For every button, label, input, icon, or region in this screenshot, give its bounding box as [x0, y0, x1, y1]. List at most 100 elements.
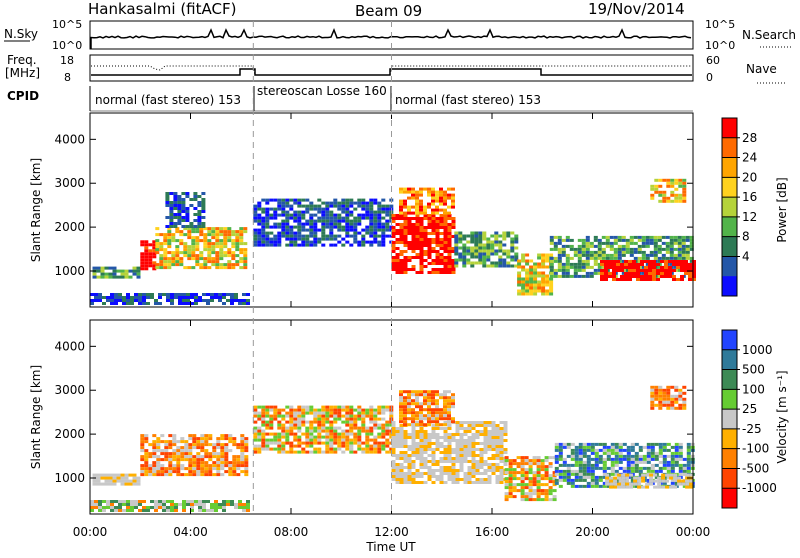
velocity-cell: [253, 438, 258, 442]
velocity-cell: [168, 470, 173, 474]
power-cell: [235, 263, 240, 267]
power-cell: [502, 252, 507, 256]
velocity-cell: [625, 479, 630, 483]
velocity-cell: [349, 429, 354, 433]
velocity-cell: [172, 464, 177, 468]
velocity-cell: [104, 482, 109, 486]
power-cell: [186, 299, 190, 302]
velocity-cell: [682, 391, 687, 395]
velocity-cell: [341, 444, 346, 448]
power-cell: [447, 268, 452, 271]
power-cell: [353, 216, 358, 220]
velocity-cell: [188, 446, 193, 450]
power-cell: [604, 269, 608, 272]
power-cell: [199, 227, 204, 231]
power-cell: [673, 241, 678, 245]
velocity-cell: [345, 405, 350, 409]
power-cell: [427, 226, 432, 229]
velocity-cell: [208, 470, 213, 474]
velocity-cell: [516, 483, 521, 487]
power-cell: [609, 253, 614, 257]
velocity-cell: [357, 432, 362, 436]
power-cell: [431, 238, 436, 241]
power-cell: [377, 219, 382, 223]
velocity-cell: [160, 473, 165, 477]
velocity-cell: [686, 454, 691, 458]
power-cell: [313, 213, 318, 217]
power-cell: [179, 263, 184, 267]
power-cell: [365, 231, 370, 235]
nave-label: Nave: [746, 62, 777, 76]
velocity-cell: [552, 480, 557, 484]
velocity-cell: [471, 424, 476, 427]
power-cell: [557, 259, 562, 263]
velocity-cell: [224, 455, 229, 459]
velocity-cell: [562, 463, 567, 467]
velocity-cell: [188, 464, 193, 468]
velocity-cell: [475, 472, 480, 475]
power-cell: [494, 234, 499, 238]
velocity-cell: [455, 445, 460, 448]
velocity-cell: [297, 417, 302, 421]
velocity-cell: [170, 506, 174, 509]
velocity-cell: [590, 451, 595, 455]
power-cell: [155, 245, 160, 249]
velocity-cell: [558, 475, 563, 479]
velocity-cell: [451, 436, 456, 439]
power-cell: [439, 262, 444, 265]
power-cell: [345, 228, 350, 232]
power-cell: [403, 271, 408, 274]
velocity-cell: [192, 434, 197, 438]
power-cell: [246, 302, 250, 305]
power-cell: [215, 251, 220, 255]
velocity-cell: [566, 442, 571, 446]
power-cell: [482, 234, 487, 238]
power-cell: [585, 235, 590, 239]
power-cell: [206, 293, 210, 296]
velocity-cell: [467, 451, 472, 454]
velocity-cell: [244, 446, 249, 450]
power-cell: [617, 247, 622, 251]
power-cell: [529, 292, 534, 296]
power-y-tick-label: 1000: [54, 264, 85, 278]
power-cell: [613, 235, 618, 239]
velocity-cell: [658, 442, 663, 446]
power-cell: [381, 228, 386, 232]
velocity-cell: [645, 485, 650, 489]
power-cell: [407, 226, 412, 229]
velocity-cell: [329, 429, 334, 433]
power-cell: [462, 264, 467, 268]
power-cell: [633, 250, 638, 254]
power-cell: [329, 204, 334, 208]
velocity-cell: [114, 500, 118, 503]
power-cell: [692, 272, 696, 275]
velocity-cell: [160, 467, 165, 471]
velocity-cell: [582, 454, 587, 458]
power-cell: [399, 265, 404, 268]
velocity-cell: [598, 457, 603, 461]
velocity-cell: [269, 420, 274, 424]
velocity-cell: [166, 506, 170, 509]
velocity-cell: [504, 498, 509, 502]
velocity-cell: [479, 430, 484, 433]
velocity-cell: [674, 454, 679, 458]
velocity-cell: [463, 472, 468, 475]
power-cell: [451, 262, 456, 265]
power-cell: [197, 195, 202, 198]
velocity-cell: [305, 441, 310, 445]
velocity-cell: [459, 478, 464, 481]
power-cell: [134, 293, 138, 296]
velocity-cell: [666, 454, 671, 458]
velocity-cell: [670, 445, 675, 449]
velocity-cell: [499, 436, 504, 439]
velocity-cell: [626, 454, 631, 458]
power-colorbar-segment: [722, 157, 737, 178]
velocity-cell: [512, 462, 517, 466]
power-cell: [361, 234, 366, 238]
power-cell: [517, 280, 522, 284]
power-cell: [533, 292, 538, 296]
power-cell: [447, 217, 452, 220]
power-cell: [395, 268, 400, 271]
power-cell: [443, 202, 447, 206]
velocity-cell: [357, 417, 362, 421]
